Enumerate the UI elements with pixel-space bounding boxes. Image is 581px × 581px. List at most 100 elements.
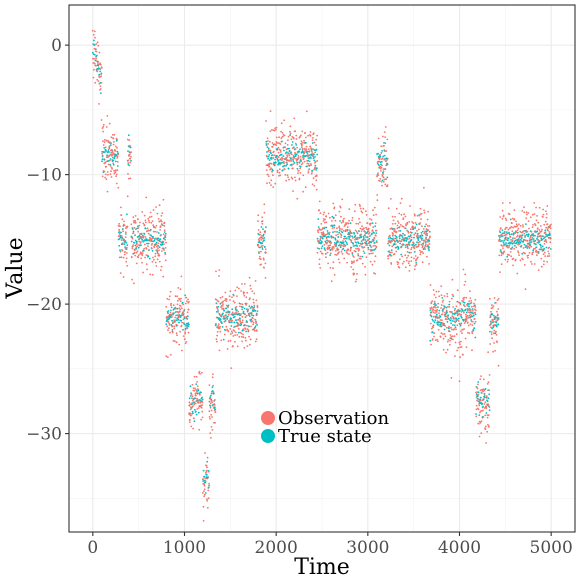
observation-point [365, 226, 367, 229]
true-state-point [276, 158, 279, 161]
observation-point [174, 295, 177, 298]
observation-point [174, 316, 177, 319]
observation-point [341, 252, 344, 255]
observation-point [391, 251, 393, 254]
observation-point [527, 212, 530, 214]
grid-minor [69, 5, 575, 532]
observation-point [128, 153, 131, 156]
observation-point [530, 241, 533, 243]
observation-point [241, 303, 244, 306]
observation-point [276, 142, 278, 144]
observation-point [142, 236, 145, 239]
observation-point [356, 259, 359, 261]
observation-point [486, 383, 489, 385]
observation-point [110, 142, 113, 145]
observation-point [111, 134, 114, 136]
observation-point [379, 153, 381, 156]
observation-point [433, 332, 436, 335]
observation-point [265, 251, 267, 254]
true-state-point [509, 241, 512, 244]
observation-point [538, 206, 541, 209]
observation-point [441, 324, 443, 326]
true-state-point [262, 228, 264, 231]
observation-point [98, 103, 100, 105]
observation-point [331, 220, 333, 222]
observation-point [527, 220, 530, 223]
observation-point [451, 293, 454, 296]
observation-point [151, 273, 154, 276]
observation-point [254, 280, 257, 282]
observation-point [485, 407, 488, 410]
observation-point [373, 272, 375, 274]
observation-point [169, 290, 172, 293]
true-state-point [360, 236, 363, 239]
true-state-point [384, 158, 386, 160]
observation-point [423, 209, 425, 212]
true-state-point [320, 247, 323, 250]
observation-point [300, 163, 303, 166]
true-state-point [124, 246, 126, 249]
observation-point [155, 265, 158, 267]
observation-point [243, 283, 246, 285]
observation-point [487, 351, 489, 354]
true-state-point [151, 249, 154, 252]
observation-point [338, 261, 341, 264]
observation-point [231, 319, 234, 322]
observation-point [315, 188, 318, 191]
true-state-point [332, 231, 334, 234]
observation-point [550, 223, 552, 226]
observation-point [485, 406, 488, 408]
true-state-point [106, 151, 109, 154]
observation-point [302, 174, 305, 177]
observation-point [441, 313, 444, 316]
true-state-point [98, 73, 101, 76]
true-state-point [426, 230, 428, 233]
observation-point [183, 308, 186, 311]
observation-point [332, 261, 335, 264]
true-state-point [221, 326, 224, 328]
observation-point [219, 296, 222, 299]
true-state-point [482, 405, 484, 408]
observation-point [366, 244, 369, 247]
observation-point [416, 257, 418, 260]
observation-point [97, 63, 100, 66]
observation-point [483, 403, 486, 405]
observation-point [209, 417, 211, 420]
observation-point [406, 221, 409, 224]
true-state-point [149, 228, 152, 231]
observation-point [414, 214, 416, 217]
true-state-point [501, 235, 504, 237]
observation-point [376, 199, 379, 202]
observation-point [442, 337, 445, 340]
true-state-point [292, 146, 295, 149]
true-state-point [264, 230, 267, 233]
true-state-point [349, 236, 351, 238]
true-state-point [120, 231, 122, 234]
observation-point [492, 320, 495, 323]
observation-point [96, 78, 99, 81]
observation-point [364, 231, 367, 233]
observation-point [99, 88, 102, 90]
observation-point [114, 150, 117, 152]
true-state-point [101, 160, 103, 163]
observation-point [109, 159, 111, 162]
true-state-point [425, 236, 427, 239]
observation-point [184, 338, 186, 340]
observation-point [154, 226, 157, 229]
observation-point [398, 226, 401, 228]
observation-point [133, 226, 136, 229]
true-state-point [368, 238, 371, 240]
true-state-point [439, 315, 442, 318]
observation-point [349, 249, 352, 252]
observation-point [147, 229, 150, 232]
observation-point [139, 221, 141, 224]
observation-point [131, 247, 134, 250]
observation-point [131, 278, 134, 281]
observation-point [163, 229, 166, 232]
true-state-point [97, 64, 100, 67]
observation-point [348, 219, 350, 222]
observation-point [483, 407, 486, 409]
true-state-point [105, 149, 107, 152]
observation-point [287, 176, 289, 179]
